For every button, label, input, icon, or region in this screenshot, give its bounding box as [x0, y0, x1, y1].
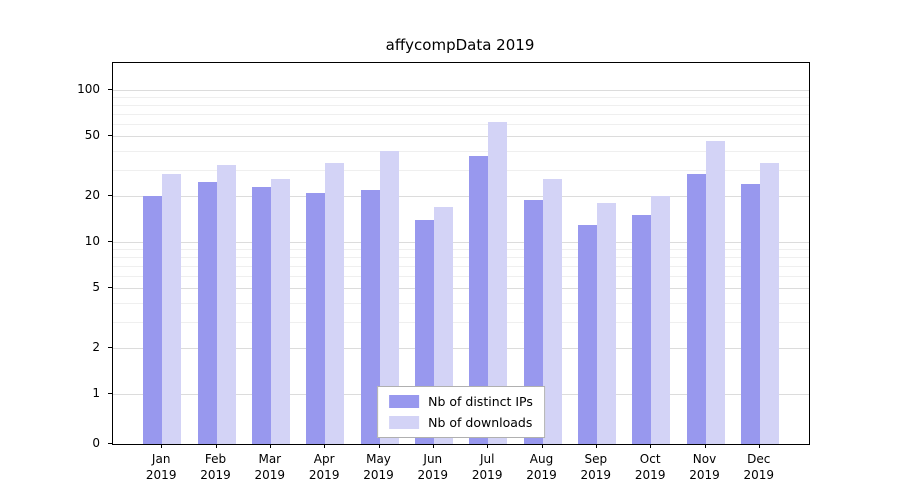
bar-nb-of-downloads-nov [705, 141, 725, 444]
x-tick-mark-feb [215, 444, 217, 448]
bar-nb-of-downloads-feb [216, 165, 236, 444]
bar-nb-of-downloads-may [379, 150, 399, 444]
gridline-minor-80 [113, 104, 809, 106]
gridline-minor-30 [113, 169, 809, 171]
y-tick-label-0: 0 [92, 436, 100, 450]
bar-nb-of-downloads-mar [270, 178, 290, 444]
gridline-minor-90 [113, 97, 809, 98]
x-tick-label-mar: Mar 2019 [254, 452, 286, 483]
bar-nb-of-distinct-ips-may [360, 190, 380, 444]
gridline-minor-6 [113, 275, 809, 277]
y-tick-mark-50 [108, 134, 112, 136]
gridline-minor-8 [113, 256, 809, 258]
y-tick-mark-5 [108, 286, 112, 288]
legend-item-nb-of-downloads: Nb of downloads [389, 415, 533, 430]
gridline-100 [113, 90, 809, 91]
x-tick-label-feb: Feb 2019 [200, 452, 231, 483]
legend-item-nb-of-distinct-ips: Nb of distinct IPs [389, 394, 533, 409]
bar-nb-of-distinct-ips-jul [469, 155, 489, 444]
x-tick-mark-oct [650, 444, 652, 448]
bar-nb-of-distinct-ips-apr [306, 193, 326, 444]
x-tick-label-nov: Nov 2019 [689, 452, 720, 483]
legend-swatch-nb-of-downloads [389, 416, 420, 429]
bar-nb-of-distinct-ips-nov [686, 174, 706, 444]
x-tick-label-sep: Sep 2019 [580, 452, 612, 483]
gridline-minor-60 [113, 123, 809, 125]
y-tick-label-1: 1 [92, 386, 100, 400]
x-tick-label-jul: Jul 2019 [471, 452, 503, 483]
x-tick-mark-sep [595, 444, 597, 448]
gridline-minor-9 [113, 249, 809, 250]
plot-area: Nb of distinct IPs Nb of downloads [112, 62, 810, 445]
gridline-50 [113, 135, 809, 137]
bar-nb-of-downloads-oct [651, 196, 671, 444]
gridline-minor-7 [113, 265, 809, 267]
bar-nb-of-downloads-jun [433, 207, 453, 444]
x-tick-label-dec: Dec 2019 [743, 452, 775, 483]
gridline-minor-4 [113, 302, 809, 304]
x-tick-label-oct: Oct 2019 [634, 452, 666, 483]
x-tick-mark-apr [324, 444, 326, 448]
x-tick-label-jan: Jan 2019 [145, 452, 177, 483]
chart-title: affycompData 2019 [385, 36, 535, 54]
bar-nb-of-downloads-jul [488, 121, 508, 444]
y-tick-label-50: 50 [84, 127, 100, 142]
y-tick-mark-2 [108, 347, 112, 349]
x-tick-label-aug: Aug 2019 [526, 452, 557, 483]
legend-label-nb-of-distinct-ips: Nb of distinct IPs [428, 394, 533, 409]
bar-nb-of-distinct-ips-oct [632, 215, 652, 444]
y-tick-label-5: 5 [92, 279, 100, 294]
bar-nb-of-downloads-sep [596, 203, 616, 444]
gridline-10 [113, 242, 809, 243]
bar-nb-of-distinct-ips-jan [143, 196, 163, 444]
y-tick-label-100: 100 [77, 82, 100, 96]
bar-nb-of-distinct-ips-dec [740, 184, 760, 444]
x-tick-mark-aug [541, 444, 543, 448]
bar-nb-of-downloads-dec [759, 163, 779, 444]
gridline-minor-70 [113, 113, 809, 115]
y-tick-label-10: 10 [84, 234, 100, 248]
bar-nb-of-distinct-ips-mar [251, 187, 271, 444]
x-tick-mark-jul [487, 444, 489, 448]
bar-nb-of-downloads-aug [542, 178, 562, 444]
legend-label-nb-of-downloads: Nb of downloads [428, 415, 533, 430]
gridline-2 [113, 348, 809, 350]
y-tick-label-2: 2 [92, 340, 100, 355]
x-tick-mark-mar [269, 444, 271, 448]
gridline-minor-40 [113, 150, 809, 152]
x-tick-mark-jan [161, 444, 163, 448]
x-tick-mark-dec [758, 444, 760, 448]
gridline-minor-3 [113, 321, 809, 323]
x-tick-label-jun: Jun 2019 [417, 452, 449, 483]
y-tick-mark-1 [108, 393, 112, 394]
y-tick-mark-10 [108, 241, 112, 242]
x-tick-mark-jun [432, 444, 434, 448]
x-tick-label-apr: Apr 2019 [308, 452, 340, 483]
x-tick-mark-nov [704, 444, 706, 448]
x-tick-mark-may [378, 444, 380, 448]
y-tick-mark-20 [108, 195, 112, 197]
bar-nb-of-distinct-ips-feb [197, 181, 217, 444]
bar-nb-of-distinct-ips-sep [577, 224, 597, 444]
bar-nb-of-downloads-jan [162, 174, 182, 444]
y-tick-mark-0 [108, 443, 112, 444]
gridline-20 [113, 196, 809, 198]
y-tick-mark-100 [108, 89, 112, 90]
bar-nb-of-downloads-apr [325, 163, 345, 444]
bar-nb-of-distinct-ips-aug [523, 199, 543, 444]
legend-swatch-nb-of-distinct-ips [389, 395, 420, 408]
gridline-5 [113, 287, 809, 289]
legend: Nb of distinct IPs Nb of downloads [377, 386, 545, 438]
x-tick-label-may: May 2019 [363, 452, 394, 483]
y-tick-label-20: 20 [84, 188, 100, 203]
